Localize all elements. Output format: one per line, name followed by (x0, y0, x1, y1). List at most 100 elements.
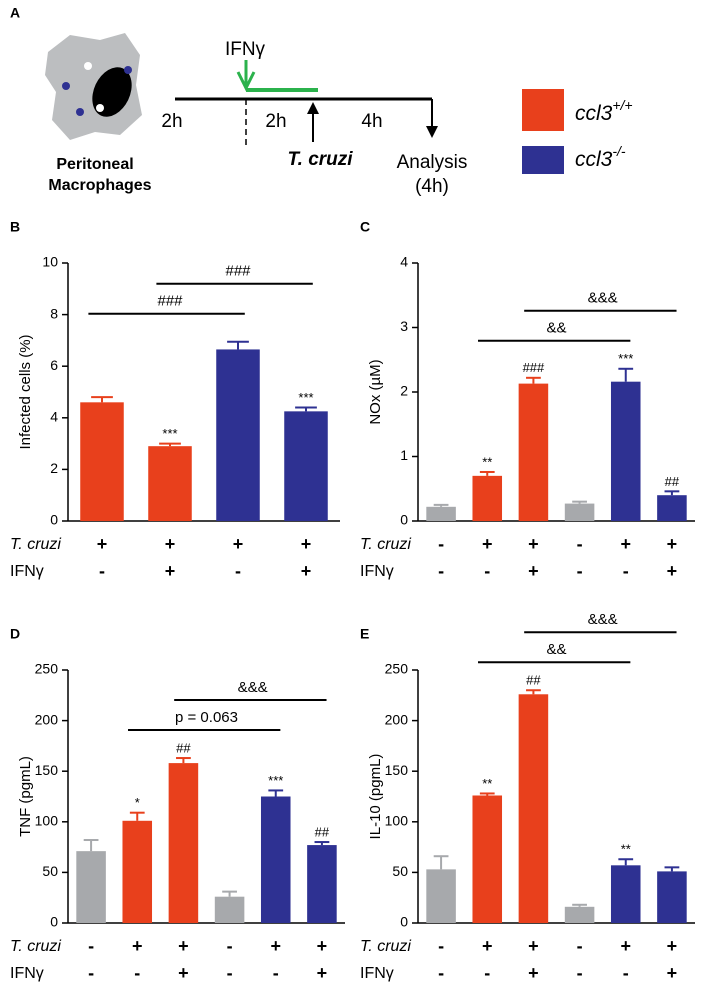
y-tick-label: 2 (50, 460, 58, 476)
bar (168, 763, 199, 923)
condition-sign: - (88, 963, 94, 983)
y-tick-label: 250 (385, 661, 409, 677)
comparison-label: &&& (588, 611, 618, 628)
condition-sign: + (233, 534, 244, 554)
bar (657, 495, 687, 521)
condition-sign: + (301, 561, 312, 581)
y-tick-label: 150 (35, 762, 59, 778)
condition-sign: + (178, 963, 189, 983)
bar (216, 349, 260, 521)
vesicle-icon (84, 62, 92, 70)
analysis-label: Analysis (397, 152, 468, 173)
condition-label: T. cruzi (360, 938, 411, 955)
y-tick-label: 0 (50, 512, 58, 528)
comparison-label: p = 0.063 (175, 709, 238, 726)
bar (426, 506, 456, 521)
y-tick-label: 200 (385, 711, 409, 727)
condition-sign: - (438, 963, 444, 983)
legend-swatch (522, 89, 564, 131)
y-tick-label: 1 (400, 447, 408, 463)
bar (472, 475, 503, 521)
condition-sign: - (577, 534, 583, 554)
condition-label: IFNγ (360, 563, 394, 580)
significance-label: *** (268, 773, 283, 788)
condition-sign: - (484, 963, 490, 983)
condition-sign: - (99, 561, 105, 581)
significance-label: ## (176, 740, 191, 755)
condition-sign: - (577, 936, 583, 956)
condition-sign: + (317, 963, 328, 983)
condition-sign: + (301, 534, 312, 554)
bar (564, 906, 595, 923)
panel-label: B (10, 219, 20, 235)
bar (122, 820, 153, 923)
analysis-arrow (426, 126, 438, 138)
parasite-icon (62, 82, 70, 90)
condition-sign: + (97, 534, 108, 554)
y-tick-label: 150 (385, 762, 409, 778)
condition-sign: + (482, 534, 493, 554)
vesicle-icon (96, 104, 104, 112)
y-tick-label: 6 (50, 357, 58, 373)
legend-label: ccl3+/+ (575, 97, 633, 125)
comparison-label: && (546, 641, 566, 658)
interval-label: 2h (265, 111, 286, 132)
infection-label: T. cruzi (287, 149, 353, 170)
stimulus-label: IFNγ (225, 39, 266, 60)
significance-label: ** (621, 842, 631, 857)
significance-label: *** (298, 390, 313, 405)
panel-label: C (360, 219, 370, 235)
bar (518, 383, 549, 521)
y-tick-label: 200 (35, 711, 59, 727)
panel-label: D (10, 626, 20, 642)
significance-label: ** (482, 776, 492, 791)
condition-sign: - (484, 561, 490, 581)
y-tick-label: 4 (50, 409, 58, 425)
condition-label: IFNγ (10, 965, 44, 982)
condition-label: T. cruzi (10, 536, 61, 553)
bar (284, 411, 328, 521)
condition-sign: - (438, 561, 444, 581)
bar (80, 402, 124, 521)
significance-label: ** (482, 454, 492, 469)
bar (657, 871, 687, 923)
legend-label: ccl3-/- (575, 143, 626, 171)
condition-sign: + (667, 561, 678, 581)
condition-sign: - (227, 963, 233, 983)
bar (214, 896, 245, 923)
condition-sign: + (528, 561, 539, 581)
comparison-label: ### (157, 293, 183, 310)
condition-sign: - (577, 963, 583, 983)
condition-sign: + (667, 963, 678, 983)
comparison-label: ### (225, 263, 251, 280)
bar (76, 851, 106, 923)
condition-sign: + (528, 534, 539, 554)
y-tick-label: 100 (35, 813, 59, 829)
condition-label: IFNγ (360, 965, 394, 982)
interval-label: 4h (361, 111, 382, 132)
significance-label: ## (526, 673, 541, 688)
y-axis-label: Infected cells (%) (17, 334, 34, 449)
y-tick-label: 4 (400, 254, 408, 270)
bar (148, 446, 192, 521)
significance-label: *** (618, 351, 633, 366)
condition-sign: - (438, 534, 444, 554)
condition-sign: + (528, 936, 539, 956)
condition-sign: + (620, 534, 631, 554)
condition-sign: + (165, 534, 176, 554)
condition-sign: + (178, 936, 189, 956)
legend-swatch (522, 146, 564, 174)
condition-sign: - (438, 936, 444, 956)
bar (307, 845, 337, 923)
parasite-icon (76, 108, 84, 116)
bar (610, 381, 641, 521)
bar (472, 795, 503, 923)
significance-label: ### (523, 360, 545, 375)
analysis-label: (4h) (415, 176, 449, 197)
y-tick-label: 0 (400, 512, 408, 528)
y-tick-label: 3 (400, 318, 408, 334)
condition-sign: - (134, 963, 140, 983)
nucleus-icon (92, 67, 132, 117)
condition-label: T. cruzi (10, 938, 61, 955)
condition-sign: + (620, 936, 631, 956)
